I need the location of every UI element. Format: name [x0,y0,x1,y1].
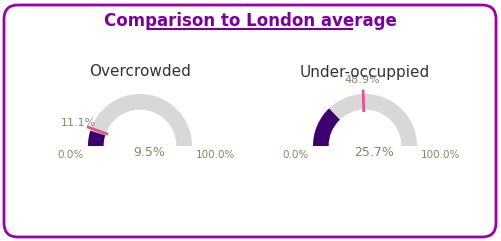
Wedge shape [88,94,192,146]
Wedge shape [88,131,105,146]
FancyBboxPatch shape [4,5,496,237]
Text: Under-occuppied: Under-occuppied [300,65,430,80]
Text: 100.0%: 100.0% [421,150,460,160]
Text: 25.7%: 25.7% [354,147,394,160]
Wedge shape [313,94,417,146]
Text: 0.0%: 0.0% [283,150,309,160]
Text: 100.0%: 100.0% [196,150,235,160]
Text: 11.1%: 11.1% [60,118,96,128]
Wedge shape [313,108,340,146]
Text: Comparison to London average: Comparison to London average [104,12,396,30]
Text: Overcrowded: Overcrowded [89,65,191,80]
Text: 0.0%: 0.0% [58,150,84,160]
Text: 48.9%: 48.9% [345,75,381,85]
Text: 9.5%: 9.5% [133,147,165,160]
